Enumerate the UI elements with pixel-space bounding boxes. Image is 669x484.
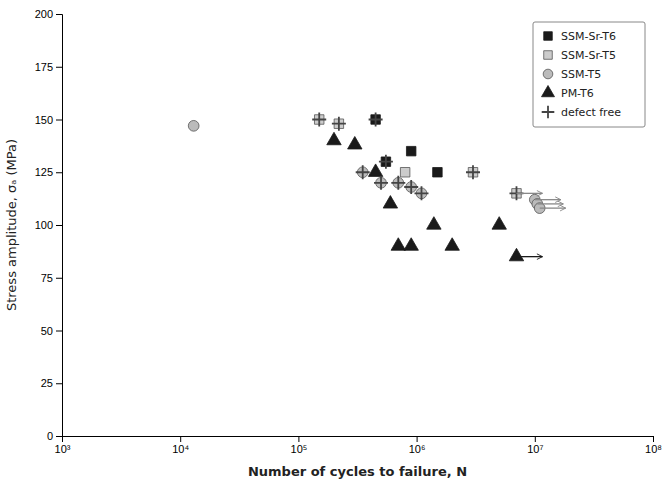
tick-mark <box>56 67 62 68</box>
tick: 200 <box>35 8 62 20</box>
point <box>391 238 405 250</box>
axis-line <box>63 437 654 443</box>
legend-swatch <box>544 32 553 41</box>
point <box>368 164 382 176</box>
point <box>383 196 397 208</box>
tick: 10⁷ <box>527 436 543 455</box>
marks <box>188 113 565 261</box>
point <box>445 238 459 250</box>
tick-label: 125 <box>35 166 53 178</box>
runout-arrow <box>537 203 563 204</box>
tick-label: 10⁷ <box>527 443 543 455</box>
legend-label: SSM-Sr-T6 <box>561 30 616 43</box>
series <box>312 113 523 201</box>
legend-frame <box>533 22 645 127</box>
tick-mark <box>180 436 181 442</box>
tick: 0 <box>47 430 62 442</box>
tick-mark <box>56 278 62 279</box>
legend-label: SSM-T5 <box>561 68 601 81</box>
tick: 75 <box>41 272 62 284</box>
legend: SSM-Sr-T6 SSM-Sr-T5 SSM-T5 PM-T6 defect free <box>533 22 645 127</box>
tick-label: 100 <box>35 219 53 231</box>
tick-label: 150 <box>35 114 53 126</box>
runout-arrow <box>540 207 566 208</box>
tick-mark <box>417 436 418 442</box>
legend-swatch <box>544 51 553 60</box>
tick: 25 <box>41 377 62 389</box>
point <box>492 217 506 229</box>
point <box>427 217 441 229</box>
tick: 125 <box>35 166 62 178</box>
legend-label: SSM-Sr-T5 <box>561 49 616 62</box>
point <box>188 120 199 131</box>
tick-mark <box>535 436 536 442</box>
tick-label: 25 <box>41 377 53 389</box>
legend-swatch <box>542 106 555 119</box>
point <box>404 180 418 194</box>
tick: 10³ <box>55 436 71 455</box>
tick-label: 10³ <box>55 443 71 455</box>
tick-label: 0 <box>47 430 53 442</box>
tick-label: 175 <box>35 61 53 73</box>
point <box>312 113 326 127</box>
tick-mark <box>56 383 62 384</box>
point <box>369 113 383 127</box>
legend-label: PM-T6 <box>561 87 594 100</box>
tick-mark <box>298 436 299 442</box>
point <box>404 238 418 250</box>
point <box>466 165 480 179</box>
tick-label: 200 <box>35 8 53 20</box>
tick: 10⁴ <box>172 436 189 455</box>
tick-mark <box>653 436 654 442</box>
tick: 100 <box>35 219 62 231</box>
legend-swatch <box>542 86 555 97</box>
point <box>348 136 362 148</box>
legend-swatch <box>543 69 553 79</box>
runout-arrow <box>516 256 542 257</box>
x-axis: 10³ 10⁴ 10⁵ 10⁶ 10⁷ 10⁸ <box>55 436 662 455</box>
tick-mark <box>56 436 62 437</box>
plot: 10³ 10⁴ 10⁵ 10⁶ 10⁷ 10⁸ 0 25 50 75 100 125 150 175 200… <box>4 8 662 479</box>
tick: 50 <box>41 325 62 337</box>
point <box>509 248 523 260</box>
x-axis-title: Number of cycles to failure, N <box>248 464 467 479</box>
axis-line <box>56 15 63 437</box>
series <box>371 115 442 177</box>
y-axis-title: Stress amplitude, σₐ (MPa) <box>4 139 19 311</box>
point <box>356 165 370 179</box>
tick: 175 <box>35 61 62 73</box>
point <box>332 117 346 131</box>
tick-label: 10⁸ <box>645 443 662 455</box>
tick: 10⁵ <box>291 436 308 455</box>
tick: 10⁶ <box>409 436 426 455</box>
chart: 10³ 10⁴ 10⁵ 10⁶ 10⁷ 10⁸ 0 25 50 75 100 125 150 175 200… <box>0 0 669 484</box>
tick-mark <box>56 331 62 332</box>
series <box>327 132 524 261</box>
legend-label: defect free <box>561 106 621 119</box>
point <box>391 176 405 190</box>
tick-mark <box>56 120 62 121</box>
y-axis: 0 25 50 75 100 125 150 175 200 <box>35 8 63 442</box>
tick: 10⁸ <box>645 436 662 455</box>
tick-mark <box>56 172 62 173</box>
point <box>406 146 415 155</box>
point <box>374 176 388 190</box>
point <box>414 186 428 200</box>
tick-label: 50 <box>41 325 53 337</box>
tick-mark <box>56 225 62 226</box>
series <box>188 120 545 213</box>
runout-arrow <box>516 193 542 194</box>
tick-label: 10⁵ <box>291 443 308 455</box>
point <box>379 155 393 169</box>
tick: 150 <box>35 114 62 126</box>
point <box>327 132 341 144</box>
series <box>314 115 521 198</box>
tick-label: 75 <box>41 272 53 284</box>
point <box>400 168 409 177</box>
tick-mark <box>56 14 62 15</box>
tick-label: 10⁶ <box>409 443 426 455</box>
tick-label: 10⁴ <box>172 443 189 455</box>
runout-arrow <box>535 199 561 200</box>
point <box>433 168 442 177</box>
